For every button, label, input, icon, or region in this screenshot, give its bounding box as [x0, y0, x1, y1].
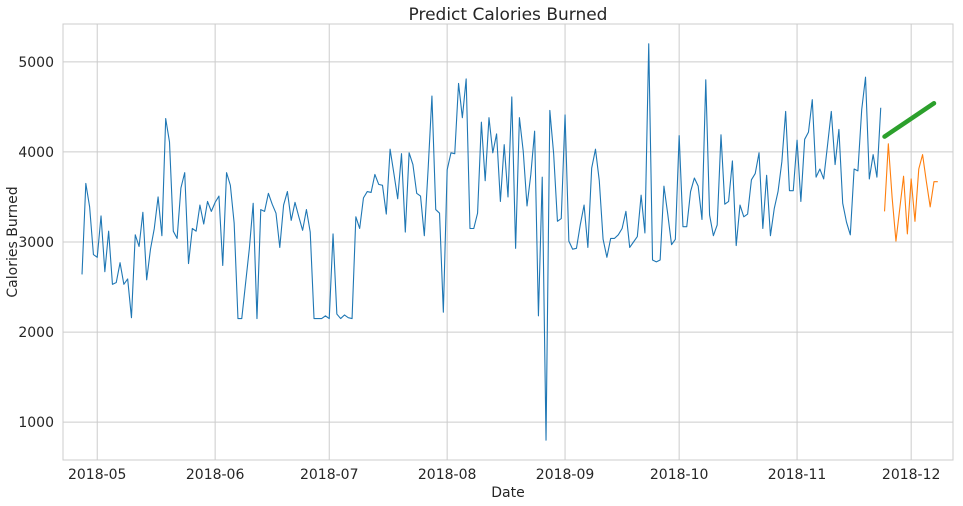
- series-line-predicted: [883, 143, 938, 242]
- x-tick-label: 2018-08: [418, 467, 477, 483]
- y-axis-label: Calories Burned: [5, 186, 21, 297]
- x-tick-label: 2018-09: [536, 467, 595, 483]
- x-tick-label: 2018-12: [882, 467, 941, 483]
- y-tick-label: 5000: [18, 55, 54, 71]
- y-tick-label: 4000: [18, 145, 54, 161]
- x-tick-label: 2018-05: [68, 467, 127, 483]
- x-tick-label: 2018-07: [300, 467, 359, 483]
- y-tick-label: 3000: [18, 235, 54, 251]
- y-tick-labels: 1000 2000 3000 4000 5000: [18, 55, 54, 431]
- series-layer: [81, 43, 938, 441]
- series-line-trend: [882, 101, 937, 139]
- x-tick-label: 2018-10: [650, 467, 709, 483]
- y-tick-label: 2000: [18, 325, 54, 341]
- x-tick-label: 2018-11: [768, 467, 827, 483]
- plot-frame: [62, 23, 954, 461]
- x-axis-label: Date: [491, 485, 524, 501]
- y-tick-label: 1000: [18, 415, 54, 431]
- chart-title: Predict Calories Burned: [409, 5, 608, 25]
- x-tick-label: 2018-06: [186, 467, 245, 483]
- x-tick-labels: 2018-05 2018-06 2018-07 2018-08 2018-09 2018-…: [68, 467, 940, 483]
- gridlines: [63, 24, 953, 460]
- series-line-actual: [81, 43, 882, 441]
